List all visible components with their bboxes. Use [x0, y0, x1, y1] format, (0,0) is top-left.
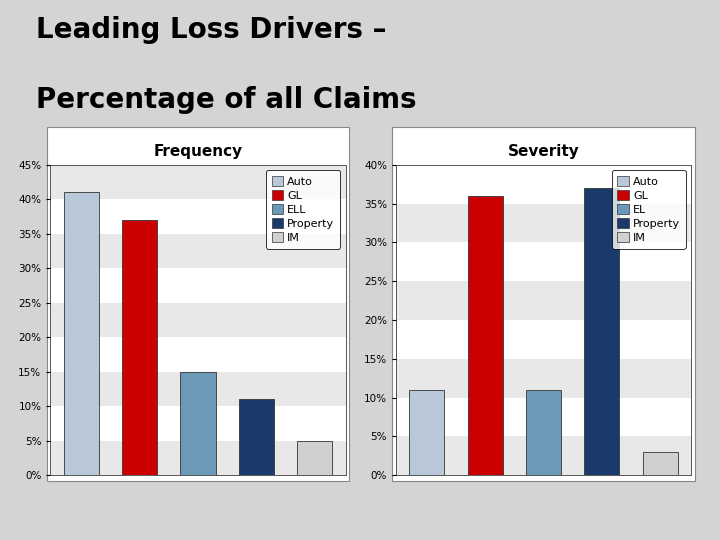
Bar [64, 192, 99, 475]
Bar [396, 281, 691, 320]
Bar [122, 220, 157, 475]
Bar [297, 441, 332, 475]
Bar [643, 452, 678, 475]
Text: Leading Loss Drivers –: Leading Loss Drivers – [36, 16, 387, 44]
Legend: Auto, GL, ELL, Property, IM: Auto, GL, ELL, Property, IM [266, 170, 340, 248]
Legend: Auto, GL, EL, Property, IM: Auto, GL, EL, Property, IM [612, 170, 685, 248]
Bar [468, 196, 503, 475]
Title: Severity: Severity [508, 144, 580, 159]
Bar [239, 399, 274, 475]
Bar [50, 303, 346, 337]
Text: Percentage of all Claims: Percentage of all Claims [36, 86, 417, 114]
Bar [50, 234, 346, 268]
Bar [50, 372, 346, 406]
Title: Frequency: Frequency [153, 144, 243, 159]
Bar [410, 390, 444, 475]
Bar [585, 188, 619, 475]
Bar [526, 390, 561, 475]
Bar [396, 204, 691, 242]
Bar [50, 441, 346, 475]
Bar [396, 359, 691, 397]
Bar [181, 372, 215, 475]
Bar [50, 165, 346, 199]
Bar [396, 436, 691, 475]
